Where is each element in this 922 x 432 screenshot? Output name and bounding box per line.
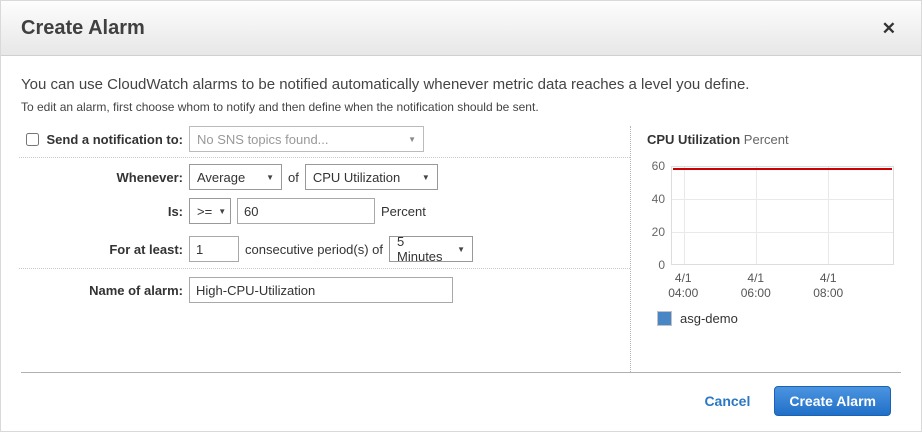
y-tick-label: 40 bbox=[651, 191, 665, 206]
v-gridline bbox=[684, 167, 686, 264]
chart-metric-name: CPU Utilization bbox=[647, 132, 741, 147]
chart-area: 0 20 40 60 bbox=[645, 159, 921, 272]
statistic-select[interactable]: Average ▼ bbox=[189, 164, 282, 190]
chart-plot bbox=[671, 166, 894, 265]
y-tick-label: 60 bbox=[651, 159, 665, 173]
sns-topic-select[interactable]: No SNS topics found... ▼ bbox=[189, 126, 424, 152]
x-tick-label: 4/1 08:00 bbox=[813, 271, 844, 300]
for-at-least-label: For at least: bbox=[109, 241, 183, 257]
chevron-down-icon: ▼ bbox=[266, 172, 274, 182]
chart-y-axis: 0 20 40 60 bbox=[645, 159, 671, 272]
alarm-form: Send a notification to: No SNS topics fo… bbox=[1, 126, 630, 372]
statistic-value: Average bbox=[197, 169, 246, 185]
sns-topic-value: No SNS topics found... bbox=[197, 131, 329, 147]
is-label: Is: bbox=[167, 203, 183, 219]
notification-label-group: Send a notification to: bbox=[1, 132, 183, 147]
send-notification-checkbox[interactable] bbox=[25, 132, 39, 146]
of-text: of bbox=[288, 169, 299, 185]
intro-subdescription: To edit an alarm, first choose whom to n… bbox=[21, 100, 539, 114]
condition-row: Is: >= ▼ Percent bbox=[1, 198, 630, 224]
legend-label: asg-demo bbox=[680, 311, 738, 326]
h-gridline bbox=[672, 199, 893, 201]
x-tick-label: 4/1 04:00 bbox=[668, 271, 699, 300]
consecutive-periods-text: consecutive period(s) of bbox=[245, 241, 384, 257]
notification-label: Send a notification to: bbox=[46, 131, 184, 147]
divider bbox=[19, 268, 630, 269]
chart-title: CPU Utilization Percent bbox=[645, 132, 921, 147]
dialog-header: Create Alarm ✕ bbox=[1, 1, 921, 56]
alarm-name-row: Name of alarm: bbox=[1, 277, 630, 303]
y-tick-label: 0 bbox=[658, 258, 665, 272]
threshold-line bbox=[673, 168, 892, 170]
v-gridline bbox=[755, 167, 757, 264]
divider bbox=[19, 157, 630, 158]
intro-section: You can use CloudWatch alarms to be noti… bbox=[1, 56, 921, 126]
x-tick-label: 4/1 06:00 bbox=[740, 271, 771, 300]
chevron-down-icon: ▼ bbox=[408, 134, 416, 144]
duration-row: For at least: consecutive period(s) of 5… bbox=[1, 234, 630, 264]
chart-legend: asg-demo bbox=[657, 311, 921, 326]
whenever-label: Whenever: bbox=[116, 169, 183, 185]
period-length-value: 5 Minutes bbox=[397, 234, 443, 264]
legend-swatch bbox=[657, 311, 672, 326]
create-alarm-button[interactable]: Create Alarm bbox=[774, 386, 891, 416]
metric-value: CPU Utilization bbox=[312, 169, 401, 185]
notification-row: Send a notification to: No SNS topics fo… bbox=[1, 126, 630, 152]
chevron-down-icon: ▼ bbox=[457, 244, 466, 254]
legend-item: asg-demo bbox=[657, 311, 921, 326]
close-icon[interactable]: ✕ bbox=[881, 18, 896, 38]
alarm-name-input[interactable] bbox=[189, 277, 453, 303]
dialog-footer: Cancel Create Alarm bbox=[1, 373, 921, 416]
unit-text: Percent bbox=[381, 203, 426, 219]
chart-unit: Percent bbox=[743, 132, 789, 147]
v-gridline bbox=[827, 167, 829, 264]
cancel-button[interactable]: Cancel bbox=[704, 393, 751, 409]
chevron-down-icon: ▼ bbox=[421, 172, 430, 182]
operator-select[interactable]: >= ▼ bbox=[189, 198, 231, 224]
chart-panel: CPU Utilization Percent 0 20 40 60 4/1 04:00… bbox=[630, 126, 921, 372]
name-of-alarm-label: Name of alarm: bbox=[89, 282, 183, 298]
threshold-input[interactable] bbox=[237, 198, 375, 224]
chevron-down-icon: ▼ bbox=[218, 206, 227, 216]
metric-select[interactable]: CPU Utilization ▼ bbox=[304, 164, 438, 190]
h-gridline bbox=[672, 231, 893, 233]
chart-x-axis: 4/1 04:00 4/1 06:00 4/1 08:00 bbox=[668, 271, 894, 303]
dialog-title: Create Alarm bbox=[21, 16, 145, 39]
y-tick-label: 20 bbox=[651, 224, 665, 239]
operator-value: >= bbox=[197, 203, 213, 219]
dialog-content: Send a notification to: No SNS topics fo… bbox=[1, 126, 921, 372]
footer-divider bbox=[21, 372, 901, 373]
periods-input[interactable] bbox=[189, 236, 239, 262]
period-length-select[interactable]: 5 Minutes ▼ bbox=[389, 234, 474, 264]
whenever-row: Whenever: Average ▼ of CPU Utilization ▼ bbox=[1, 164, 630, 190]
intro-description: You can use CloudWatch alarms to be noti… bbox=[21, 76, 750, 93]
